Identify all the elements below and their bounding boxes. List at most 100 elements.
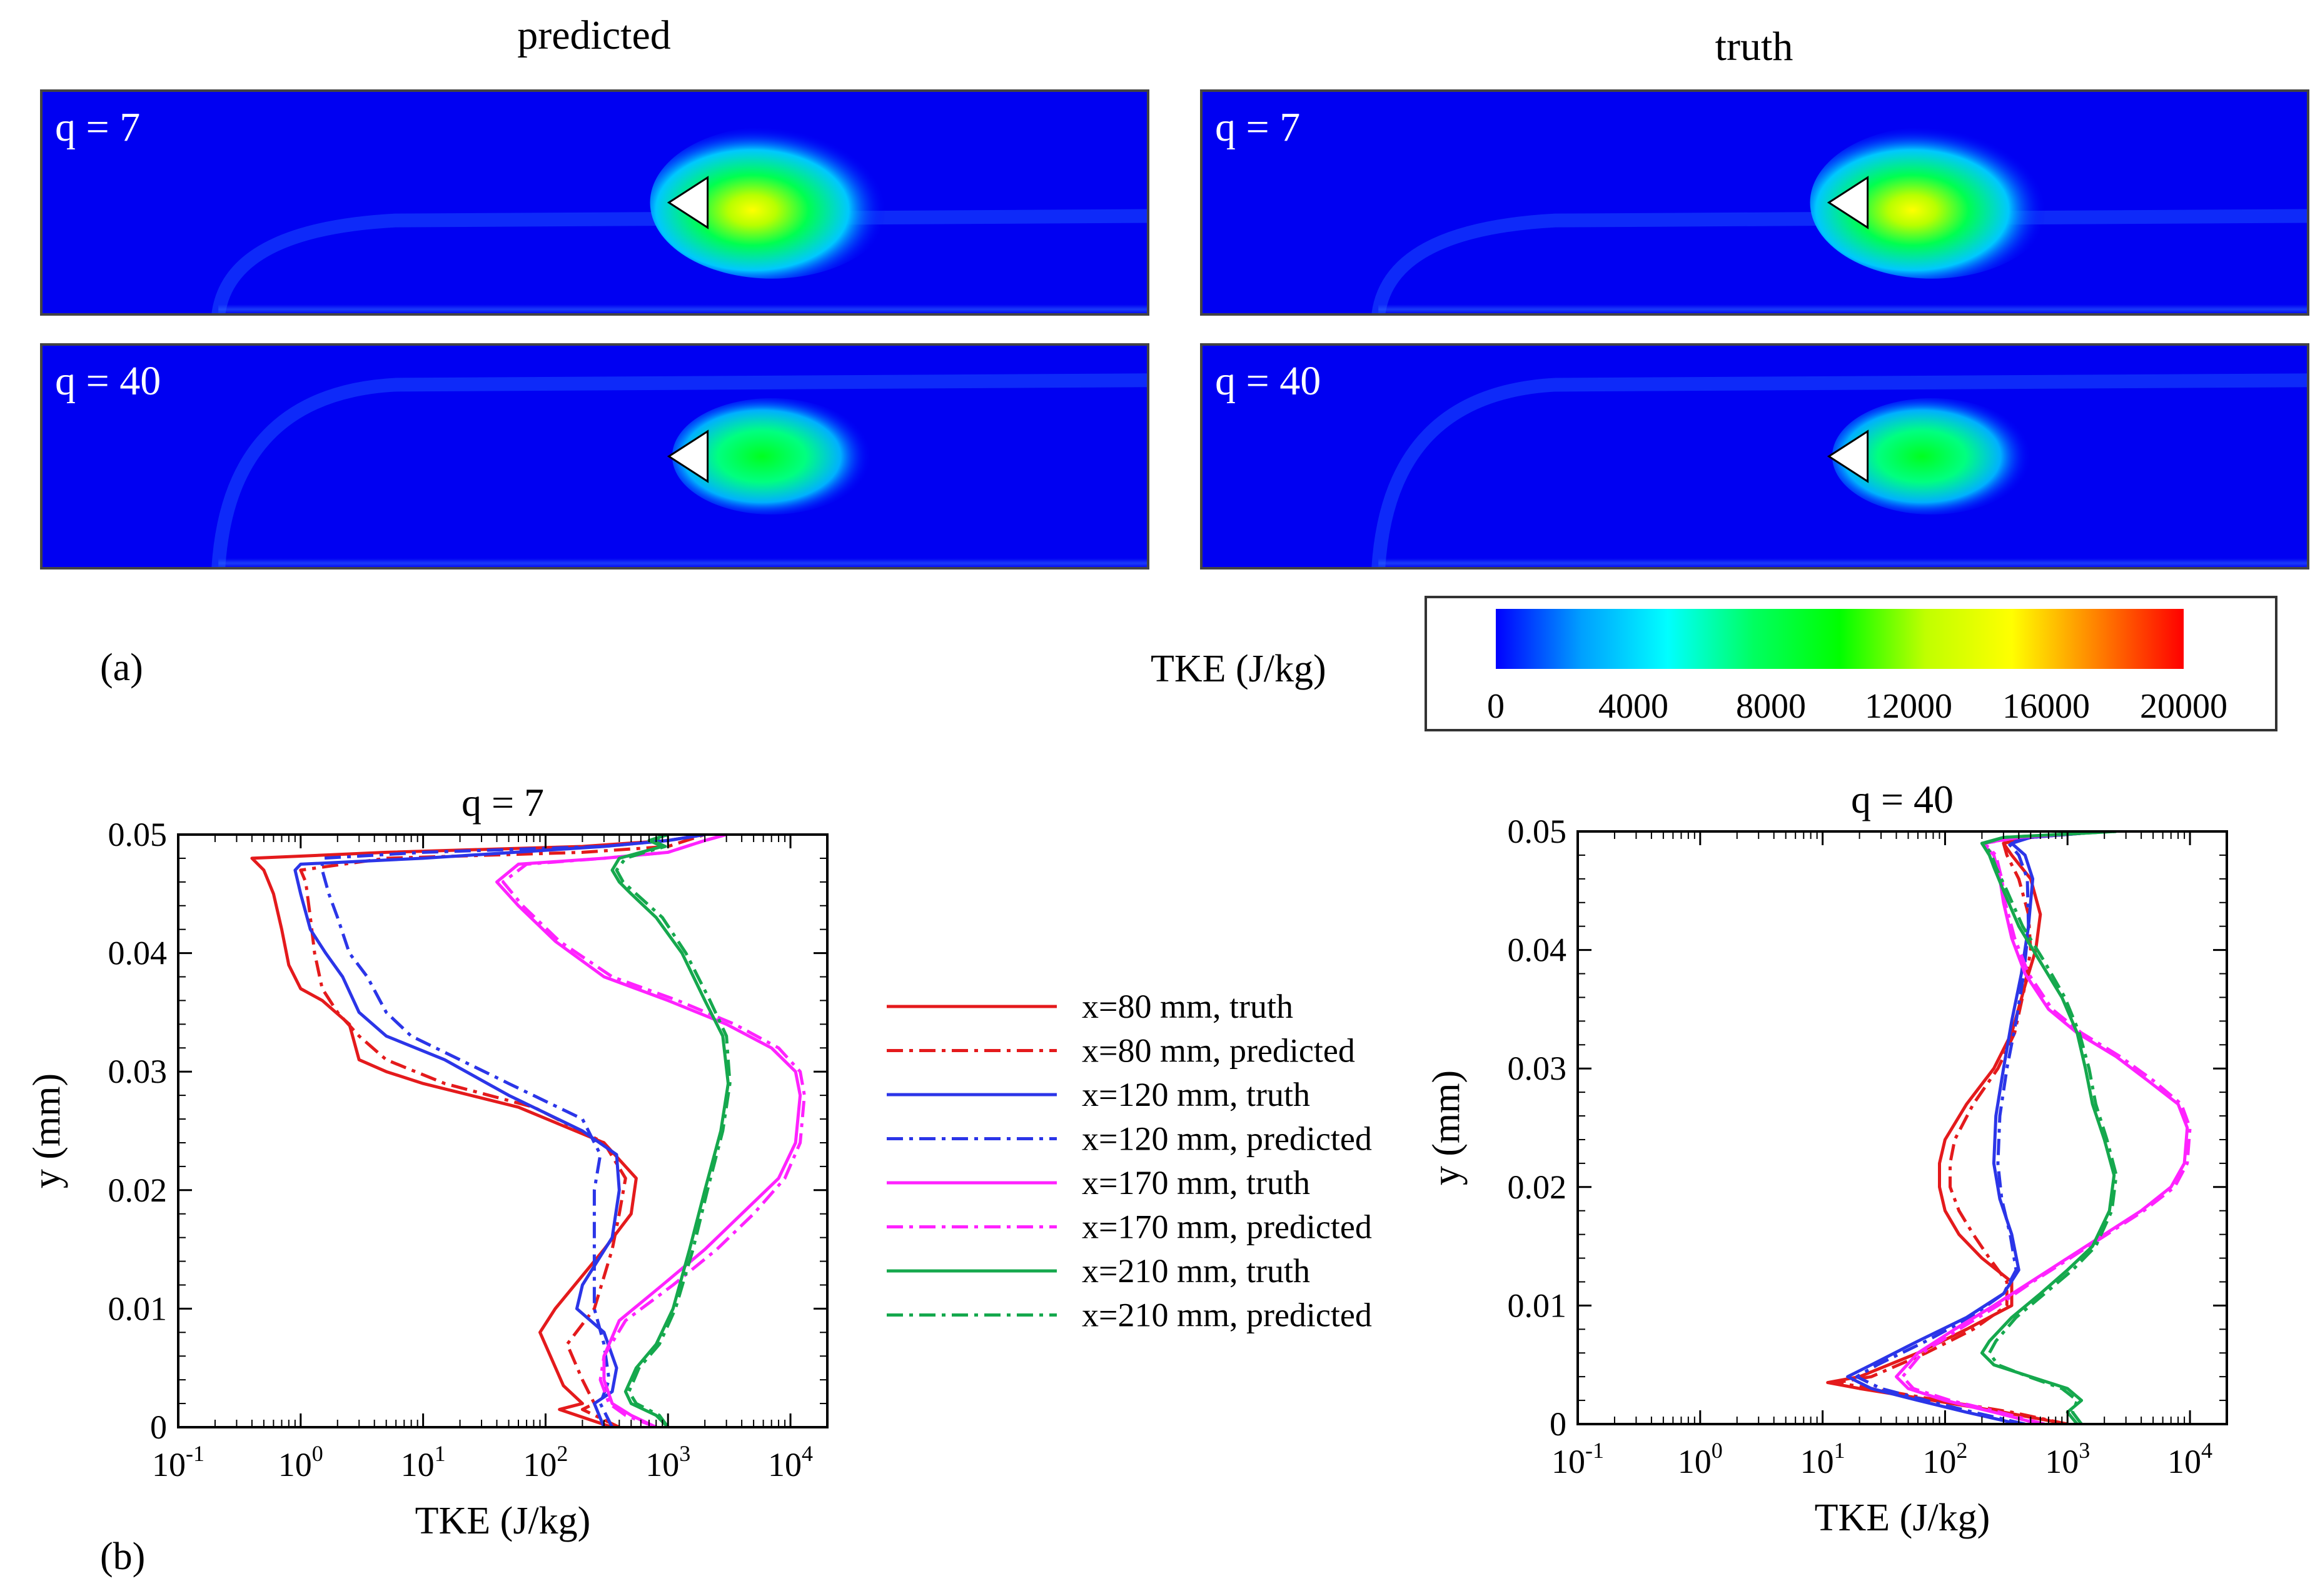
wall-layer (1378, 304, 2308, 314)
panel-border (1200, 343, 2309, 570)
y-tick-label: 0.01 (108, 1290, 168, 1327)
panel-a-label: (a) (100, 646, 143, 689)
legend-item: x=120 mm, predicted (887, 1120, 1372, 1158)
wake-region (650, 126, 894, 279)
y-tick-label: 0.04 (108, 935, 168, 972)
x-tick-label: 103 (2045, 1438, 2090, 1480)
colorbar-tick-label: 0 (1487, 687, 1505, 726)
y-tick-label: 0.01 (1508, 1287, 1567, 1324)
chart-q7: 10-1 100 101 102 103 104 0 0.01 0.02 0.03 0.04 0.05… (26, 780, 829, 1542)
wake-region (1810, 126, 2054, 279)
plot-frame (177, 833, 829, 1428)
y-tick-label: 0.02 (1508, 1168, 1567, 1206)
shear-layer (211, 373, 1148, 568)
wall-layer (218, 558, 1148, 568)
series-line (1983, 831, 2118, 1424)
x-tick-label: 102 (1922, 1438, 1967, 1480)
panel-border (40, 343, 1149, 570)
colorbar-tick-label: 8000 (1736, 687, 1806, 726)
y-tick-label: 0.03 (1508, 1050, 1567, 1087)
y-tick-label: 0.03 (108, 1053, 168, 1090)
y-axis-label: y (mm) (26, 1073, 68, 1188)
bluff-body (1827, 429, 1869, 483)
y-axis-label: y (mm) (1425, 1070, 1468, 1185)
colorbar-tick-label: 20000 (2140, 687, 2227, 726)
shear-layer (1371, 209, 2308, 314)
y-tick-label: 0 (150, 1408, 167, 1446)
y-tick-label: 0.05 (1508, 813, 1567, 850)
x-tick-label: 104 (768, 1441, 813, 1483)
series-line (610, 835, 730, 1427)
series-line (293, 835, 705, 1427)
x-tick-label: 104 (2167, 1438, 2212, 1480)
contour-panel-label: q = 40 (1215, 358, 1321, 404)
colorbar-tick-label: 12000 (1865, 687, 1952, 726)
legend-item: x=80 mm, truth (887, 988, 1293, 1025)
contour-panel: q = 7 (40, 89, 1149, 316)
legend: x=80 mm, truth x=80 mm, predicted x=120 mm… (887, 988, 1372, 1334)
chart-q40: 10-1 100 101 102 103 104 0 0.01 0.02 0.03 0.04 0.05… (1425, 777, 2228, 1539)
wake-region (672, 398, 872, 515)
contour-panel-label: q = 7 (1215, 104, 1300, 150)
y-tick-label: 0.05 (108, 816, 168, 853)
legend-item: x=210 mm, truth (887, 1252, 1310, 1290)
bluff-body (667, 429, 709, 483)
y-tick-label: 0.04 (1508, 931, 1567, 969)
series-line (320, 835, 705, 1427)
series-line (502, 835, 806, 1427)
legend-item: x=170 mm, predicted (887, 1208, 1372, 1246)
colorbar: TKE (J/kg) 0 4000 8000 12000 16000 20000 (1151, 596, 2277, 731)
x-tick-label: 102 (523, 1441, 568, 1483)
legend-label: x=120 mm, predicted (1082, 1120, 1372, 1158)
wall-layer (1378, 558, 2308, 568)
contour-panel-label: q = 40 (55, 358, 161, 404)
series-line (250, 835, 705, 1427)
field-background (1201, 91, 2308, 314)
colorbar-bar (1496, 609, 2184, 669)
field-background (41, 91, 1148, 314)
panel-b-label: (b) (100, 1535, 145, 1578)
contour-panel: q = 7 (1200, 89, 2309, 316)
x-tick-label: 101 (401, 1441, 446, 1483)
bluff-body (1827, 176, 1869, 229)
chart-title: q = 7 (461, 780, 544, 825)
series-line (1855, 831, 2105, 1424)
x-tick-label: 101 (1800, 1438, 1845, 1480)
contour-panels: q = 7 q = 7 q = 40 q = 40 (40, 89, 2309, 570)
chart-title: q = 40 (1851, 777, 1954, 821)
legend-item: x=210 mm, predicted (887, 1297, 1372, 1334)
legend-item: x=170 mm, truth (887, 1164, 1310, 1202)
legend-item: x=80 mm, predicted (887, 1032, 1355, 1070)
x-axis-label: TKE (J/kg) (415, 1500, 591, 1542)
bluff-body (667, 176, 709, 229)
series-line (615, 835, 732, 1427)
wake-region (1832, 398, 2032, 515)
legend-label: x=80 mm, truth (1082, 988, 1293, 1025)
series-line (1826, 831, 2105, 1424)
y-tick-label: 0 (1550, 1405, 1566, 1443)
legend-label: x=170 mm, truth (1082, 1164, 1310, 1202)
colorbar-tick-label: 16000 (2002, 687, 2090, 726)
colorbar-ticks: 0 4000 8000 12000 16000 20000 (1487, 687, 2227, 726)
shear-layer (211, 209, 1148, 314)
contour-panel: q = 40 (40, 343, 1149, 570)
series-line (1901, 831, 2192, 1424)
panel-border (40, 89, 1149, 316)
colorbar-title: TKE (J/kg) (1151, 648, 1326, 690)
legend-label: x=210 mm, predicted (1082, 1297, 1372, 1334)
x-axis-label: TKE (J/kg) (1815, 1497, 1990, 1539)
col-title-truth: truth (1715, 24, 1793, 69)
panel-border (1200, 89, 2309, 316)
series-line (1846, 831, 2105, 1424)
legend-label: x=120 mm, truth (1082, 1076, 1310, 1113)
wall-layer (218, 304, 1148, 314)
x-tick-label: 10-1 (152, 1441, 204, 1483)
legend-label: x=210 mm, truth (1082, 1252, 1310, 1290)
series-line (299, 835, 705, 1427)
x-tick-label: 103 (645, 1441, 690, 1483)
legend-label: x=80 mm, predicted (1082, 1032, 1355, 1070)
colorbar-tick-label: 4000 (1598, 687, 1668, 726)
series-line (1835, 831, 2105, 1424)
plot-frame (1576, 830, 2228, 1425)
legend-item: x=120 mm, truth (887, 1076, 1310, 1113)
